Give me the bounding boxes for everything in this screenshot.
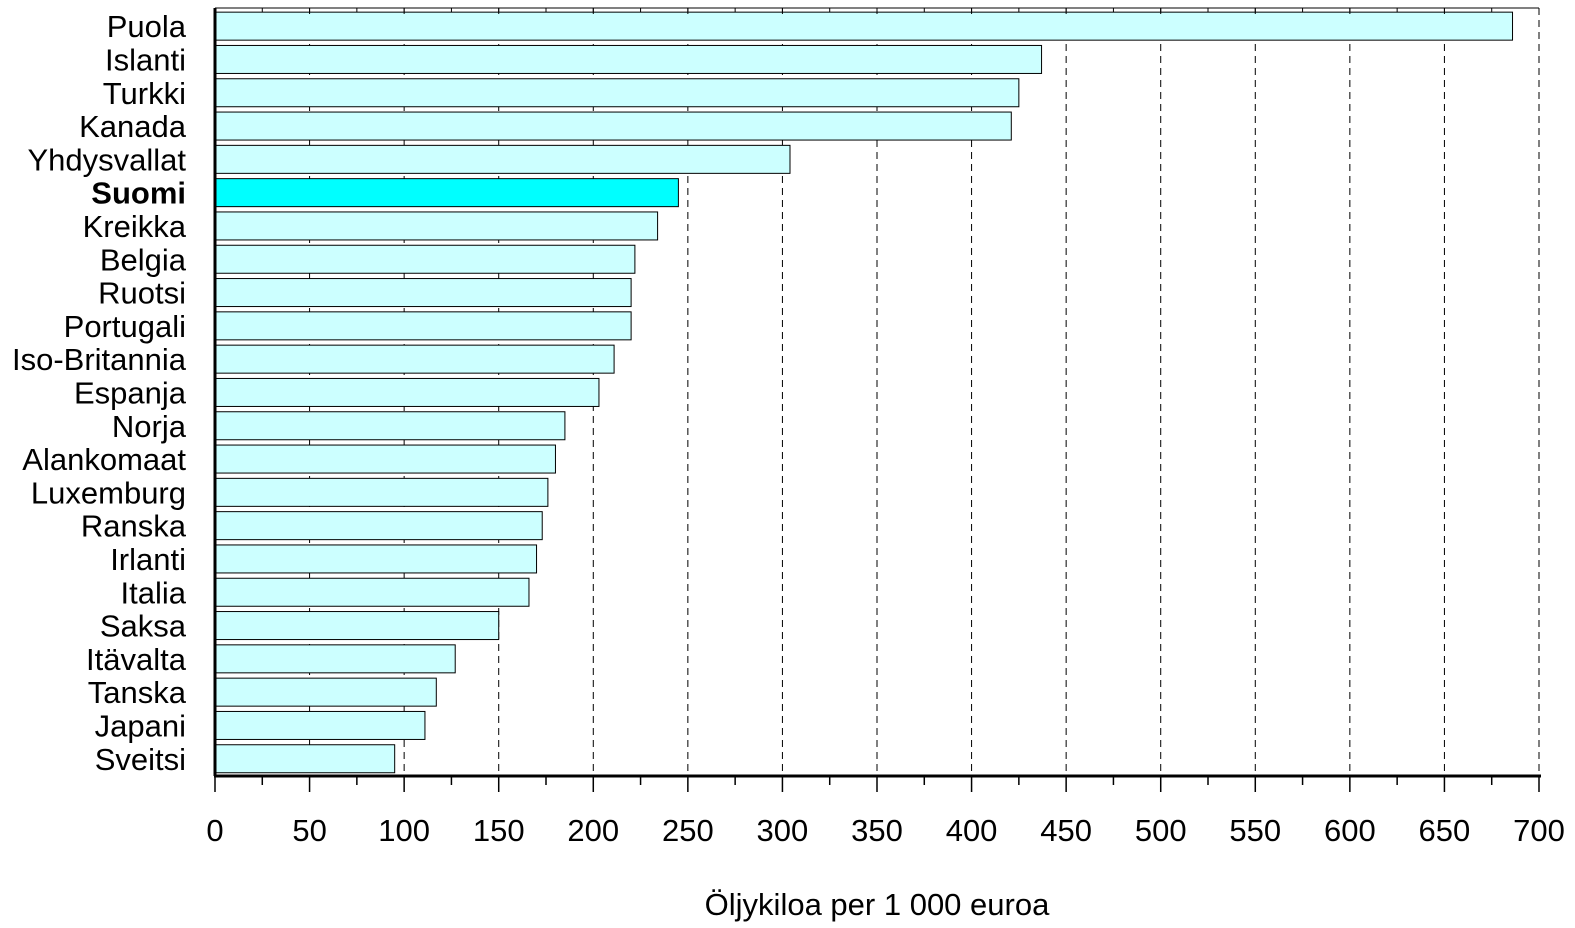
- bar: [214, 11, 1514, 41]
- bar: [214, 677, 437, 707]
- x-tick-label: 200: [567, 813, 619, 848]
- category-label: Tanska: [88, 675, 187, 710]
- bar: [214, 544, 538, 574]
- category-label: Irlanti: [110, 542, 186, 577]
- bar: [214, 710, 426, 740]
- bar: [214, 178, 679, 208]
- bar: [214, 411, 566, 441]
- category-label: Itävalta: [86, 642, 187, 677]
- bar: [214, 744, 396, 774]
- bar: [214, 111, 1012, 141]
- category-label: Portugali: [64, 309, 186, 344]
- x-tick-label: 300: [757, 813, 809, 848]
- category-label: Saksa: [100, 609, 187, 644]
- x-tick-label: 450: [1040, 813, 1092, 848]
- x-tick-label: 650: [1419, 813, 1471, 848]
- bar: [214, 244, 636, 274]
- x-tick-label: 250: [662, 813, 714, 848]
- x-tick-label: 0: [206, 813, 223, 848]
- bars: [214, 11, 1514, 774]
- category-label: Kanada: [79, 109, 187, 144]
- bar: [214, 644, 456, 674]
- category-label: Japani: [95, 708, 186, 743]
- category-label: Espanja: [74, 375, 187, 410]
- bar: [214, 144, 791, 174]
- category-label: Iso-Britannia: [12, 342, 187, 377]
- category-label: Ruotsi: [98, 276, 186, 311]
- bar: [214, 278, 632, 308]
- x-axis-title: Öljykiloa per 1 000 euroa: [705, 887, 1050, 922]
- category-label: Alankomaat: [22, 442, 186, 477]
- bar: [214, 577, 530, 607]
- category-label: Islanti: [105, 42, 186, 77]
- bar: [214, 511, 543, 541]
- bar: [214, 311, 632, 341]
- category-label: Ranska: [81, 509, 187, 544]
- bar: [214, 477, 549, 507]
- category-labels: PuolaIslantiTurkkiKanadaYhdysvallatSuomi…: [12, 9, 187, 777]
- category-label: Norja: [112, 409, 187, 444]
- category-label: Italia: [121, 575, 187, 610]
- x-tick-label: 550: [1229, 813, 1281, 848]
- x-tick-label: 50: [292, 813, 326, 848]
- bar: [214, 44, 1043, 74]
- x-tick-label: 500: [1135, 813, 1187, 848]
- x-tick-label: 600: [1324, 813, 1376, 848]
- x-tick-label: 350: [851, 813, 903, 848]
- bar: [214, 211, 659, 241]
- category-label: Belgia: [100, 242, 187, 277]
- bar: [214, 377, 600, 407]
- category-label: Yhdysvallat: [27, 142, 186, 177]
- bar: [214, 444, 556, 474]
- x-tick-label: 400: [946, 813, 998, 848]
- category-label: Suomi: [91, 176, 186, 211]
- bar: [214, 344, 615, 374]
- x-tick-label: 150: [473, 813, 525, 848]
- bar: [214, 78, 1020, 108]
- category-label: Turkki: [103, 76, 186, 111]
- category-label: Puola: [107, 9, 187, 44]
- x-axis: 0 50 100 150 200 250 300 350 400 450 500 550 600 650 7…: [206, 8, 1565, 848]
- category-label: Luxemburg: [31, 475, 186, 510]
- category-label: Sveitsi: [95, 742, 186, 777]
- x-tick-label: 700: [1513, 813, 1565, 848]
- bar: [214, 611, 500, 641]
- category-label: Kreikka: [83, 209, 187, 244]
- x-tick-label: 100: [378, 813, 430, 848]
